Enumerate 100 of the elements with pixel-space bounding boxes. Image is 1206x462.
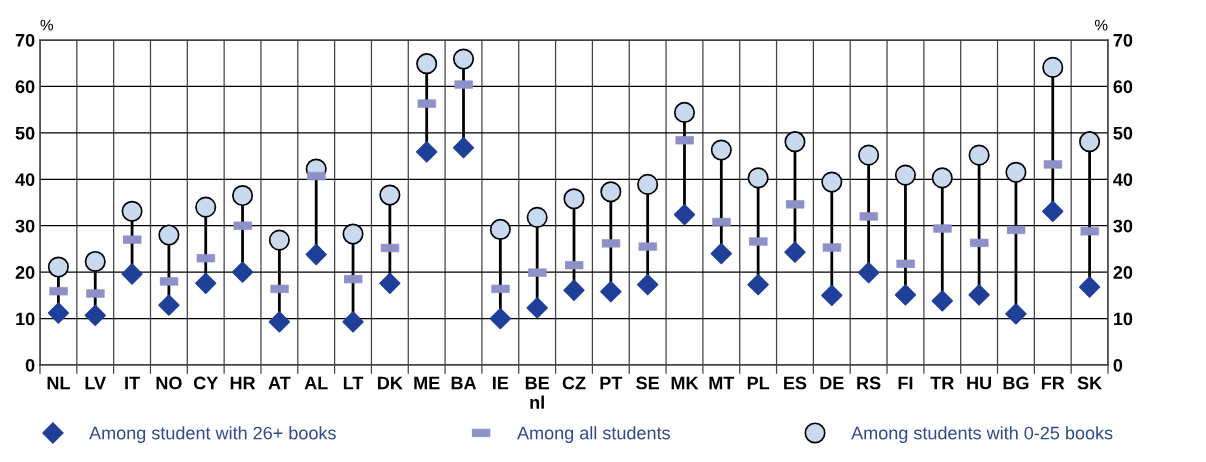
legend-label: Among students with 0-25 books	[851, 426, 1113, 443]
point	[416, 141, 438, 163]
y2-tick-label: 0	[1113, 358, 1123, 372]
x-tick-label: NO	[156, 376, 182, 390]
point	[158, 224, 180, 246]
x-tick-label: BE nl	[525, 376, 550, 409]
point	[1042, 56, 1064, 78]
point	[821, 284, 843, 307]
point	[968, 284, 990, 306]
point	[600, 181, 622, 203]
y-tick-label: 70	[15, 33, 35, 47]
x-tick-label: CZ	[562, 376, 586, 390]
x-tick-label: DE	[820, 376, 844, 390]
point	[600, 280, 622, 303]
point	[563, 188, 585, 210]
x-tick-label: AT	[268, 376, 291, 390]
y2-tick-label: 40	[1113, 173, 1133, 187]
point	[1079, 131, 1101, 153]
y2-tick-label: 70	[1113, 33, 1133, 47]
point	[231, 184, 254, 207]
x-tick-label: SE	[636, 376, 659, 390]
point	[857, 261, 880, 284]
point	[673, 203, 696, 226]
x-tick-label: LT	[343, 376, 364, 390]
point	[968, 144, 990, 166]
point	[931, 290, 953, 312]
x-tick-label: AL	[304, 376, 328, 390]
point	[416, 53, 438, 75]
x-tick-label: RS	[857, 376, 881, 390]
point	[84, 304, 106, 326]
y2-tick-label: 30	[1113, 219, 1133, 233]
y2-axis-title: %	[1094, 19, 1108, 31]
point	[342, 223, 364, 245]
point	[489, 218, 511, 240]
x-tick-label: BG	[1003, 376, 1029, 390]
point	[379, 272, 401, 294]
legend-label: Among student with 26+ books	[89, 426, 336, 443]
point	[710, 139, 732, 161]
y-tick-label: 60	[15, 80, 35, 94]
point	[489, 307, 512, 330]
point	[784, 131, 806, 153]
y-axis-title: %	[40, 19, 54, 31]
point	[84, 250, 106, 273]
point	[747, 274, 769, 296]
point	[821, 171, 843, 193]
point	[47, 302, 70, 324]
x-tick-label: HR	[230, 376, 256, 390]
point	[1005, 161, 1027, 183]
point	[121, 263, 143, 285]
point	[195, 272, 217, 294]
point	[710, 242, 732, 265]
point	[636, 274, 659, 296]
x-tick-label: FI	[898, 376, 913, 390]
y-tick-label: 0	[25, 358, 35, 372]
point	[342, 311, 364, 333]
point	[673, 101, 696, 123]
x-tick-label: ME	[414, 376, 440, 390]
point	[747, 167, 769, 189]
y2-tick-label: 50	[1113, 126, 1133, 140]
point	[47, 256, 69, 278]
x-tick-label: TR	[930, 376, 954, 390]
y2-tick-label: 20	[1113, 266, 1133, 279]
x-tick-label: LV	[85, 376, 106, 390]
legend-label: Among all students	[517, 426, 670, 443]
point	[526, 297, 548, 319]
x-tick-label: FR	[1041, 376, 1065, 390]
y-tick-label: 40	[15, 173, 35, 187]
y-tick-label: 50	[15, 126, 35, 140]
point	[1078, 276, 1101, 298]
point	[121, 200, 143, 222]
point	[158, 294, 180, 316]
x-tick-label: IT	[125, 376, 140, 390]
point	[1042, 200, 1064, 222]
x-tick-label: IE	[493, 376, 509, 390]
point	[858, 144, 880, 166]
y2-tick-label: 60	[1113, 80, 1133, 94]
x-tick-label: PT	[600, 376, 623, 390]
x-tick-label: SK	[1077, 376, 1102, 390]
y2-tick-label: 10	[1114, 312, 1133, 326]
x-tick-label: MT	[709, 376, 735, 390]
point	[268, 311, 291, 333]
point	[452, 48, 475, 70]
point	[231, 261, 254, 283]
y-tick-label: 10	[16, 312, 35, 326]
point	[784, 241, 806, 263]
y-tick-label: 30	[15, 219, 35, 233]
point	[894, 164, 917, 186]
x-tick-label: DK	[378, 376, 403, 390]
x-tick-label: CY	[193, 376, 218, 390]
point	[637, 173, 659, 195]
point	[268, 229, 290, 251]
point	[305, 243, 327, 266]
x-tick-label: HU	[967, 376, 992, 390]
x-tick-label: MK	[671, 376, 699, 390]
point	[452, 137, 475, 159]
x-tick-label: BA	[451, 376, 477, 390]
point	[931, 167, 953, 189]
x-tick-label: PL	[747, 376, 770, 390]
point	[894, 284, 917, 306]
x-tick-label: ES	[784, 376, 807, 390]
